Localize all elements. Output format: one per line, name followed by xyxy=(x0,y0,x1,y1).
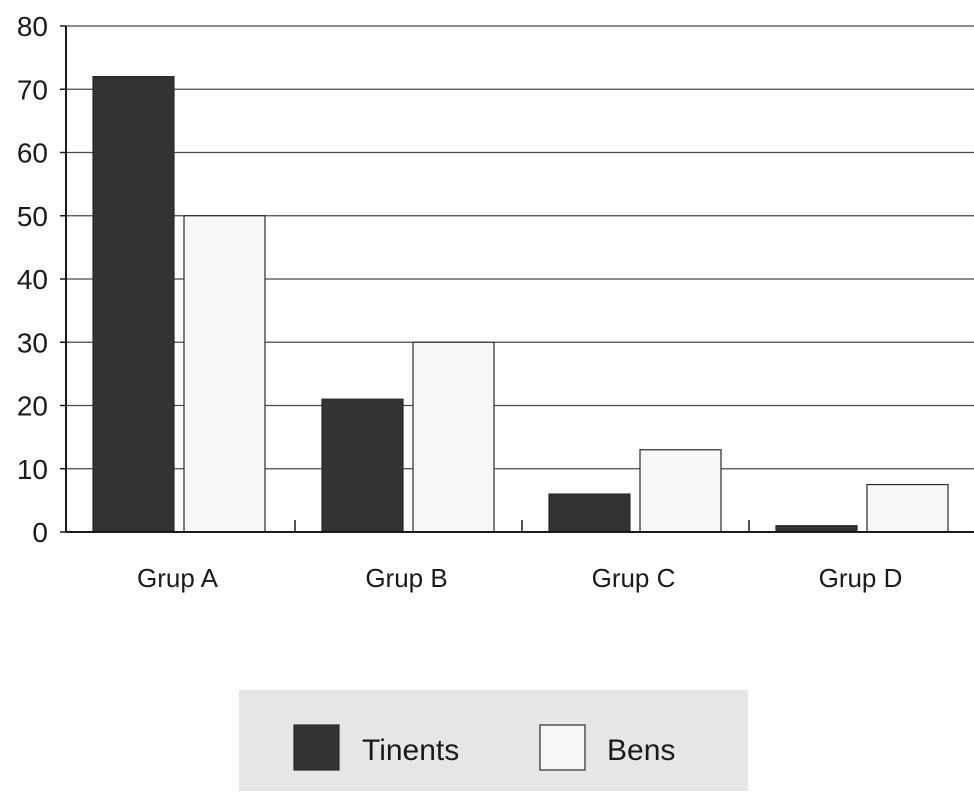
bar-tinents-grup-a xyxy=(92,75,175,533)
x-axis-category-labels: Grup A Grup B Grup C Grup D xyxy=(137,563,902,593)
y-tick-label: 10 xyxy=(17,454,48,485)
x-category-label: Grup B xyxy=(365,563,447,593)
x-category-label: Grup A xyxy=(137,563,219,593)
legend-label-tinents: Tinents xyxy=(362,734,459,767)
y-tick-label: 80 xyxy=(17,11,48,42)
legend: Tinents Bens xyxy=(239,690,748,791)
bar-bens-grup-c xyxy=(639,449,722,533)
x-category-label: Grup D xyxy=(819,563,903,593)
legend-swatch-bens xyxy=(539,724,586,771)
bars xyxy=(92,75,949,533)
bar-tinents-grup-c xyxy=(548,493,631,533)
y-tick-label: 60 xyxy=(17,138,48,169)
x-category-label: Grup C xyxy=(592,563,676,593)
bar-bens-grup-d xyxy=(866,483,949,533)
y-tick-label: 0 xyxy=(32,517,48,548)
y-axis-tick-labels: 0 10 20 30 40 50 60 70 80 xyxy=(17,11,48,548)
bar-bens-grup-a xyxy=(183,215,266,533)
y-tick-label: 40 xyxy=(17,264,48,295)
y-tick-label: 20 xyxy=(17,391,48,422)
legend-swatch-tinents xyxy=(293,724,340,771)
bar-bens-grup-b xyxy=(412,341,495,533)
y-tick-label: 70 xyxy=(17,74,48,105)
y-tick-label: 30 xyxy=(17,327,48,358)
bar-tinents-grup-b xyxy=(321,398,404,533)
y-tick-label: 50 xyxy=(17,201,48,232)
legend-label-bens: Bens xyxy=(607,734,675,767)
axes xyxy=(60,25,974,533)
